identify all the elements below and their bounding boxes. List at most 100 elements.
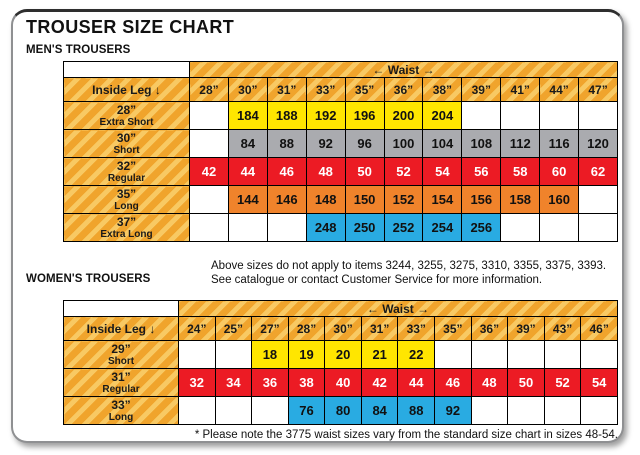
size-value-cell: 256 — [461, 213, 502, 242]
waist-size-header: 36” — [383, 77, 424, 102]
size-value-cell: 52 — [543, 368, 582, 397]
size-value-cell: 36 — [251, 368, 289, 397]
waist-size-header: 35” — [344, 77, 385, 102]
corner-spacer — [63, 61, 190, 78]
waist-size-header: 30” — [324, 316, 362, 341]
size-value-cell — [500, 101, 541, 130]
size-row: 28” Extra Short 184 188 192 196 200 204 — [63, 101, 618, 130]
leg-size-text: 28” — [116, 102, 137, 117]
size-value-cell: 188 — [266, 101, 307, 130]
inside-leg-label-cell: 28” Extra Short — [63, 101, 190, 130]
leg-size-text: 29” — [111, 341, 131, 356]
womens-section-heading: WOMEN'S TROUSERS — [26, 273, 151, 285]
size-row: 33” Long 76 80 84 88 92 — [63, 396, 618, 425]
fit-name-text: Long — [114, 200, 139, 212]
size-value-cell: 252 — [383, 213, 424, 242]
size-value-cell: 40 — [324, 368, 362, 397]
waist-size-header: 31” — [360, 316, 399, 341]
fit-name-text: Extra Long — [100, 228, 153, 240]
waist-size-header: 39” — [507, 316, 545, 341]
size-value-cell: 200 — [383, 101, 424, 130]
fit-name-text: Short — [107, 355, 135, 367]
fit-name-text: Regular — [107, 172, 146, 184]
size-value-cell — [470, 396, 509, 425]
size-value-cell: 250 — [344, 213, 385, 242]
size-value-cell — [178, 396, 216, 425]
waist-size-header: 38” — [422, 77, 463, 102]
leg-size-text: 35” — [116, 186, 137, 201]
size-value-cell: 58 — [500, 157, 541, 186]
fit-name-text: Extra Short — [99, 116, 154, 128]
size-value-cell: 204 — [422, 101, 463, 130]
size-value-cell: 100 — [383, 129, 424, 158]
size-value-cell: 18 — [251, 340, 289, 369]
size-value-cell: 92 — [305, 129, 346, 158]
mens-section-heading: MEN'S TROUSERS — [26, 44, 131, 56]
size-value-cell — [461, 101, 502, 130]
size-row: 30” Short 84 88 92 96 100 104 108 112 116 120 — [63, 129, 618, 158]
inside-leg-label-cell: 33” Long — [63, 396, 179, 425]
size-value-cell — [539, 213, 580, 242]
size-value-cell: 108 — [461, 129, 502, 158]
waist-size-header: 28” — [287, 316, 326, 341]
size-value-cell: 88 — [266, 129, 307, 158]
waist-size-header: 24” — [178, 316, 216, 341]
waist-size-header: 33” — [305, 77, 346, 102]
size-value-cell — [189, 101, 229, 130]
size-value-cell: 160 — [539, 185, 580, 214]
size-value-cell — [580, 340, 618, 369]
size-value-cell: 80 — [324, 396, 362, 425]
mens-note: Above sizes do not apply to items 3244, … — [211, 259, 606, 287]
size-value-cell: 42 — [360, 368, 399, 397]
size-value-cell — [434, 340, 472, 369]
waist-size-header: 25” — [214, 316, 253, 341]
size-value-cell — [539, 101, 580, 130]
fit-name-text: Long — [108, 411, 134, 423]
inside-leg-header: Inside Leg ↓ — [63, 77, 190, 102]
inside-leg-label-cell: 35” Long — [63, 185, 190, 214]
mens-size-table: ← Waist → Inside Leg ↓ 28” 30” 31” 33” 35” 36” 3… — [63, 61, 618, 242]
waist-direction-label: ← Waist → — [189, 61, 618, 78]
size-value-cell: 120 — [578, 129, 618, 158]
size-value-cell: 38 — [287, 368, 326, 397]
size-value-cell — [189, 185, 229, 214]
size-row: 37” Extra Long 248 250 252 254 256 — [63, 213, 618, 242]
size-value-cell: 92 — [434, 396, 472, 425]
size-value-cell: 48 — [470, 368, 509, 397]
size-value-cell: 19 — [287, 340, 326, 369]
size-value-cell: 152 — [383, 185, 424, 214]
page-title: TROUSER SIZE CHART — [26, 17, 235, 37]
size-row: 35” Long 144 146 148 150 152 154 156 158 160 — [63, 185, 618, 214]
size-value-cell: 96 — [344, 129, 385, 158]
size-value-cell: 50 — [344, 157, 385, 186]
corner-spacer — [63, 300, 179, 317]
size-value-cell: 54 — [580, 368, 618, 397]
size-value-cell — [189, 129, 229, 158]
size-value-cell: 44 — [397, 368, 436, 397]
size-value-cell: 196 — [344, 101, 385, 130]
waist-size-header: 35” — [434, 316, 472, 341]
size-value-cell: 32 — [178, 368, 216, 397]
leg-size-text: 33” — [111, 397, 131, 412]
waist-size-header: 31” — [266, 77, 307, 102]
waist-size-header: 43” — [543, 316, 582, 341]
size-row: 31” Regular 32 34 36 38 40 42 44 46 48 50 52 54 — [63, 368, 618, 397]
inside-leg-label-cell: 30” Short — [63, 129, 190, 158]
size-value-cell: 88 — [397, 396, 436, 425]
size-value-cell: 62 — [578, 157, 618, 186]
waist-size-header: 36” — [470, 316, 509, 341]
size-value-cell: 56 — [461, 157, 502, 186]
womens-size-table: ← Waist → Inside Leg ↓ 24” 25” 27” 28” 30” 31” 3… — [63, 300, 618, 425]
waist-size-header: 46” — [580, 316, 618, 341]
size-value-cell: 192 — [305, 101, 346, 130]
size-value-cell: 148 — [305, 185, 346, 214]
size-value-cell — [189, 213, 229, 242]
size-value-cell: 20 — [324, 340, 362, 369]
fit-name-text: Short — [113, 144, 140, 156]
leg-size-text: 32” — [116, 158, 137, 173]
size-value-cell: 46 — [434, 368, 472, 397]
size-value-cell — [543, 340, 582, 369]
size-value-cell: 104 — [422, 129, 463, 158]
size-value-cell — [214, 340, 253, 369]
size-value-cell: 22 — [397, 340, 436, 369]
